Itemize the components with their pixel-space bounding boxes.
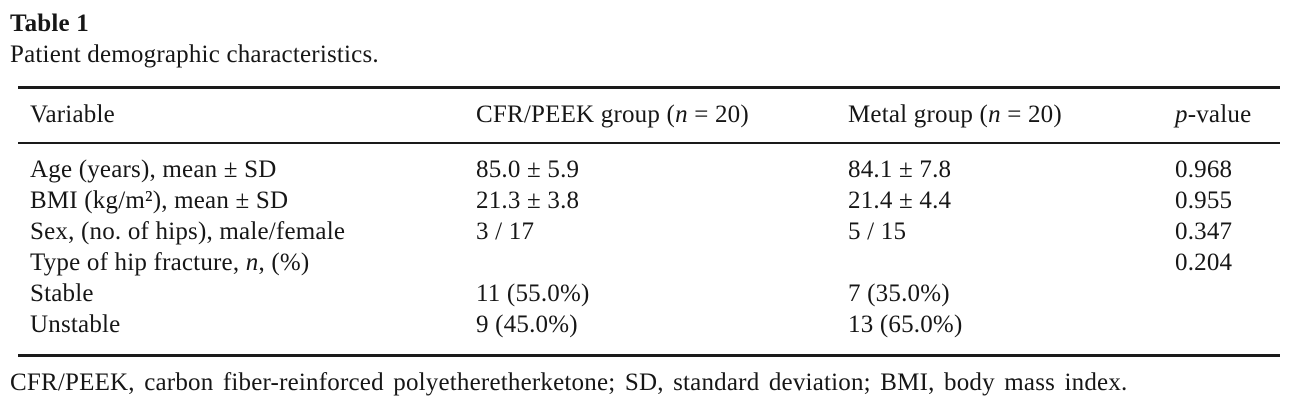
cell-variable: Stable	[30, 280, 94, 307]
table-row-fracture-type: Type of hip fracture, n, (%) 0.204	[18, 247, 1280, 278]
italic-p: p	[1175, 101, 1188, 128]
patient-demographics-table: Variable CFR/PEEK group (n = 20) Metal g…	[18, 86, 1280, 357]
table-caption: Patient demographic characteristics.	[10, 41, 379, 68]
cell-metal	[848, 247, 1175, 278]
cell-text: Type of hip fracture,	[30, 249, 246, 276]
cell-variable: BMI (kg/m²), mean ± SD	[30, 187, 289, 214]
cell-variable: Sex, (no. of hips), male/female	[30, 218, 346, 245]
table-row-bmi: BMI (kg/m²), mean ± SD 21.3 ± 3.8 21.4 ±…	[18, 185, 1280, 216]
cell-variable: Age (years), mean ± SD	[30, 156, 277, 183]
header-text: Metal group (	[848, 101, 989, 128]
table-label: Table 1	[10, 10, 89, 37]
cell-cfr-peek	[476, 247, 848, 278]
cell-p-value	[1175, 278, 1280, 309]
table-footnote: CFR/PEEK, carbon fiber-reinforced polyet…	[10, 369, 1128, 396]
cell-p-value: 0.204	[1175, 249, 1233, 276]
cell-cfr-peek: 21.3 ± 3.8	[476, 187, 580, 214]
table-row-unstable: Unstable 9 (45.0%) 13 (65.0%)	[18, 309, 1280, 356]
cell-metal: 5 / 15	[848, 218, 907, 245]
cell-cfr-peek: 3 / 17	[476, 218, 535, 245]
cell-variable: Type of hip fracture, n, (%)	[18, 247, 476, 278]
cell-text: , (%)	[258, 249, 310, 276]
italic-n: n	[675, 101, 688, 128]
cell-cfr-peek: 9 (45.0%)	[476, 311, 578, 338]
cell-p-value: 0.955	[1175, 187, 1233, 214]
table-row-age: Age (years), mean ± SD 85.0 ± 5.9 84.1 ±…	[18, 143, 1280, 185]
cell-metal: 21.4 ± 4.4	[848, 187, 952, 214]
table-row-sex: Sex, (no. of hips), male/female 3 / 17 5…	[18, 216, 1280, 247]
table-row-stable: Stable 11 (55.0%) 7 (35.0%)	[18, 278, 1280, 309]
cell-p-value: 0.968	[1175, 156, 1233, 183]
header-row: Variable CFR/PEEK group (n = 20) Metal g…	[18, 87, 1280, 144]
cell-variable: Unstable	[30, 311, 121, 338]
italic-n: n	[988, 101, 1001, 128]
column-header-metal-group: Metal group (n = 20)	[848, 87, 1175, 144]
cell-p-value	[1175, 309, 1280, 356]
header-text: = 20)	[687, 101, 749, 128]
cell-cfr-peek: 11 (55.0%)	[476, 280, 590, 307]
cell-metal: 7 (35.0%)	[848, 280, 950, 307]
cell-p-value: 0.347	[1175, 218, 1233, 245]
column-header-p-value: p-value	[1175, 87, 1280, 144]
header-text: CFR/PEEK group (	[476, 101, 676, 128]
italic-n: n	[245, 249, 259, 276]
cell-metal: 84.1 ± 7.8	[848, 156, 952, 183]
header-text: = 20)	[1000, 101, 1062, 128]
header-text: -value	[1187, 101, 1252, 128]
column-header-cfr-peek-group: CFR/PEEK group (n = 20)	[476, 87, 848, 144]
column-header-variable: Variable	[18, 87, 476, 144]
cell-cfr-peek: 85.0 ± 5.9	[476, 156, 580, 183]
table-caption-block: Table 1 Patient demographic characterist…	[0, 0, 1296, 70]
cell-metal: 13 (65.0%)	[848, 311, 963, 338]
